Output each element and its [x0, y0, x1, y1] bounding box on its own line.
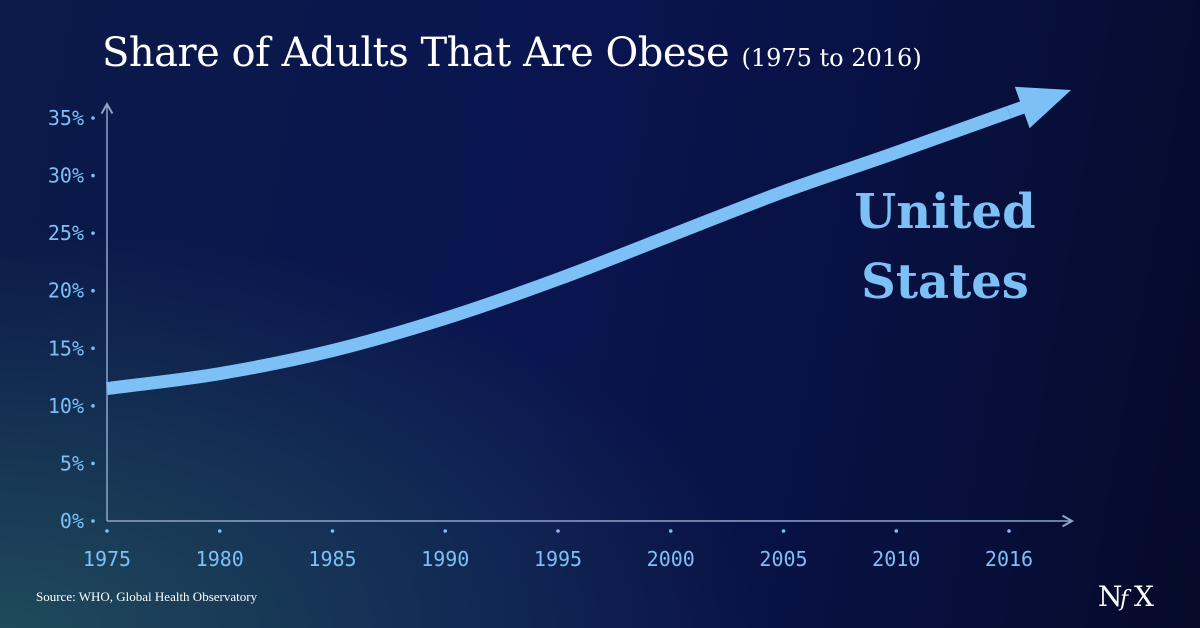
chart-title-text: Share of Adults That Are Obese	[102, 30, 730, 76]
chart-subtitle: (1975 to 2016)	[741, 44, 922, 72]
y-tick-dot	[91, 404, 95, 408]
series-label-line-2: States	[861, 254, 1029, 310]
y-tick-label: 25%	[48, 221, 84, 245]
y-tick-dot	[91, 519, 95, 523]
x-tick-dot	[105, 529, 109, 533]
x-tick-dot	[894, 529, 899, 533]
y-tick-dot	[91, 346, 95, 351]
y-tick-dot	[91, 231, 95, 235]
x-tick-dot	[781, 529, 786, 533]
y-tick-dot	[91, 288, 95, 293]
y-tick-dot	[91, 173, 95, 178]
x-tick-label: 2016	[985, 547, 1033, 571]
source-note: Source: WHO, Global Health Observatory	[36, 589, 258, 604]
y-tick-label: 0%	[60, 509, 84, 533]
svg-text:N: N	[1098, 580, 1123, 612]
svg-text:f: f	[1118, 587, 1132, 612]
x-tick-dot	[1007, 529, 1011, 533]
y-tick-label: 35%	[48, 106, 84, 130]
y-tick-label: 10%	[48, 394, 84, 418]
x-tick-label: 1980	[196, 547, 244, 571]
y-axis-ticks: 0% 5% 10% 15% 20% 25% 30% 35%	[48, 106, 95, 533]
x-tick-dot	[217, 529, 222, 533]
x-tick-dot	[443, 529, 448, 533]
series-line-united-states	[106, 106, 1012, 396]
y-tick-label: 15%	[48, 336, 84, 360]
chart-series	[106, 86, 1072, 396]
y-tick-dot	[91, 461, 95, 466]
x-tick-dot	[330, 529, 335, 533]
x-axis-ticks: 1975 1980 1985 1990 1995 2000 2005 2010 2016	[83, 529, 1033, 571]
svg-text:X: X	[1134, 580, 1154, 612]
chart-title: Share of Adults That Are Obese (1975 to …	[102, 30, 922, 76]
y-tick-label: 20%	[48, 279, 84, 303]
x-tick-dot	[556, 529, 560, 533]
series-label-line-1: United	[854, 184, 1035, 240]
y-tick-label: 30%	[48, 164, 84, 188]
y-tick-dot	[91, 116, 95, 120]
x-tick-dot	[668, 529, 673, 533]
nfx-logo: N f X	[1098, 580, 1154, 612]
x-tick-label: 1985	[308, 547, 356, 571]
x-tick-label: 1995	[534, 547, 582, 571]
x-tick-label: 1975	[83, 547, 131, 571]
x-tick-label: 2000	[647, 547, 695, 571]
x-tick-label: 1990	[421, 547, 469, 571]
chart-axes	[100, 101, 1075, 528]
y-tick-label: 5%	[60, 451, 84, 475]
series-arrowhead	[1014, 86, 1072, 129]
x-tick-label: 2005	[759, 547, 807, 571]
x-tick-label: 2010	[872, 547, 920, 571]
